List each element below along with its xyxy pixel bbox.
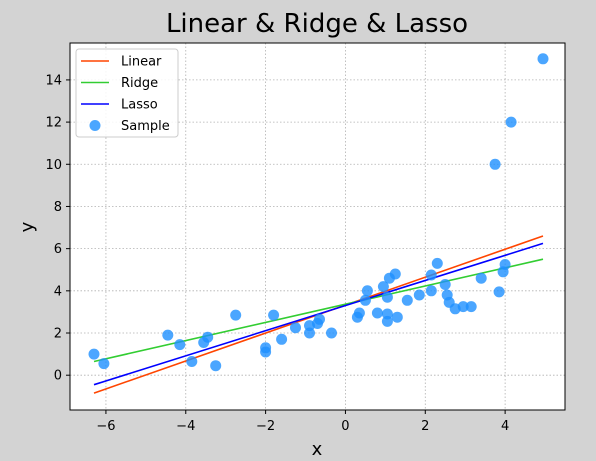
sample-point — [162, 329, 174, 341]
plot-frame — [69, 42, 566, 411]
sample-point — [353, 307, 365, 319]
sample-point — [457, 301, 469, 313]
sample-point — [371, 307, 383, 319]
y-tick-label: 14 — [45, 73, 62, 88]
x-tick-label: 4 — [501, 419, 509, 434]
sample-point — [88, 348, 100, 360]
sample-point — [489, 158, 501, 170]
y-axis-label: y — [17, 221, 38, 232]
sample-point — [425, 285, 437, 297]
x-tick-label: −2 — [256, 419, 275, 434]
sample-point — [537, 53, 549, 65]
y-tick-label: 10 — [45, 158, 62, 173]
sample-point — [493, 286, 505, 298]
sample-point — [290, 322, 301, 334]
sample-point — [391, 311, 403, 323]
y-tick-label: 0 — [54, 369, 62, 384]
sample-point — [465, 301, 477, 313]
x-tick-label: −6 — [96, 419, 115, 434]
legend-box — [75, 48, 179, 138]
ridge-line — [93, 258, 544, 363]
sample-point — [505, 116, 517, 128]
chart-title: Linear & Ridge & Lasso — [166, 9, 468, 39]
sample-point — [260, 342, 272, 354]
sample-point — [268, 309, 280, 321]
y-tick-label: 12 — [45, 116, 62, 131]
sample-point — [359, 294, 371, 306]
y-axis-ticks: 0 2 4 6 8 10 12 14 — [45, 73, 70, 384]
sample-point — [98, 358, 110, 370]
legend-label-ridge: Ridge — [121, 76, 158, 91]
sample-point — [431, 257, 443, 269]
sample-point — [326, 327, 337, 339]
sample-point — [389, 268, 401, 280]
x-axis-ticks: −6 −4 −2 0 2 4 — [96, 410, 509, 434]
sample-point — [499, 259, 511, 270]
sample-point — [439, 279, 451, 290]
sample-point — [202, 331, 214, 343]
legend-label-sample: Sample — [121, 119, 170, 134]
sample-point — [174, 339, 186, 351]
y-tick-label: 4 — [54, 284, 62, 299]
x-tick-label: 2 — [421, 419, 429, 434]
legend-label-lasso: Lasso — [121, 98, 158, 113]
legend: Linear Ridge Lasso Sample — [75, 48, 179, 138]
sample-point — [425, 269, 437, 281]
sample-point — [401, 294, 413, 306]
sample-point — [186, 356, 198, 367]
x-tick-label: −4 — [176, 419, 195, 434]
sample-point — [381, 308, 393, 320]
legend-label-linear: Linear — [121, 55, 162, 70]
x-axis-label: x — [312, 439, 323, 460]
sample-point — [361, 285, 373, 297]
sample-point — [377, 281, 389, 293]
sample-point — [381, 291, 393, 303]
legend-swatch-sample — [89, 120, 101, 131]
sample-points — [88, 53, 549, 372]
sample-point — [413, 289, 425, 301]
sample-point — [314, 313, 325, 325]
y-tick-label: 2 — [54, 327, 62, 342]
y-tick-label: 6 — [54, 242, 62, 257]
sample-point — [276, 333, 288, 345]
y-tick-label: 8 — [54, 200, 62, 215]
grid — [70, 43, 565, 410]
x-tick-label: 0 — [341, 419, 349, 434]
sample-point — [475, 272, 487, 284]
sample-point — [210, 360, 222, 372]
sample-point — [230, 309, 242, 321]
